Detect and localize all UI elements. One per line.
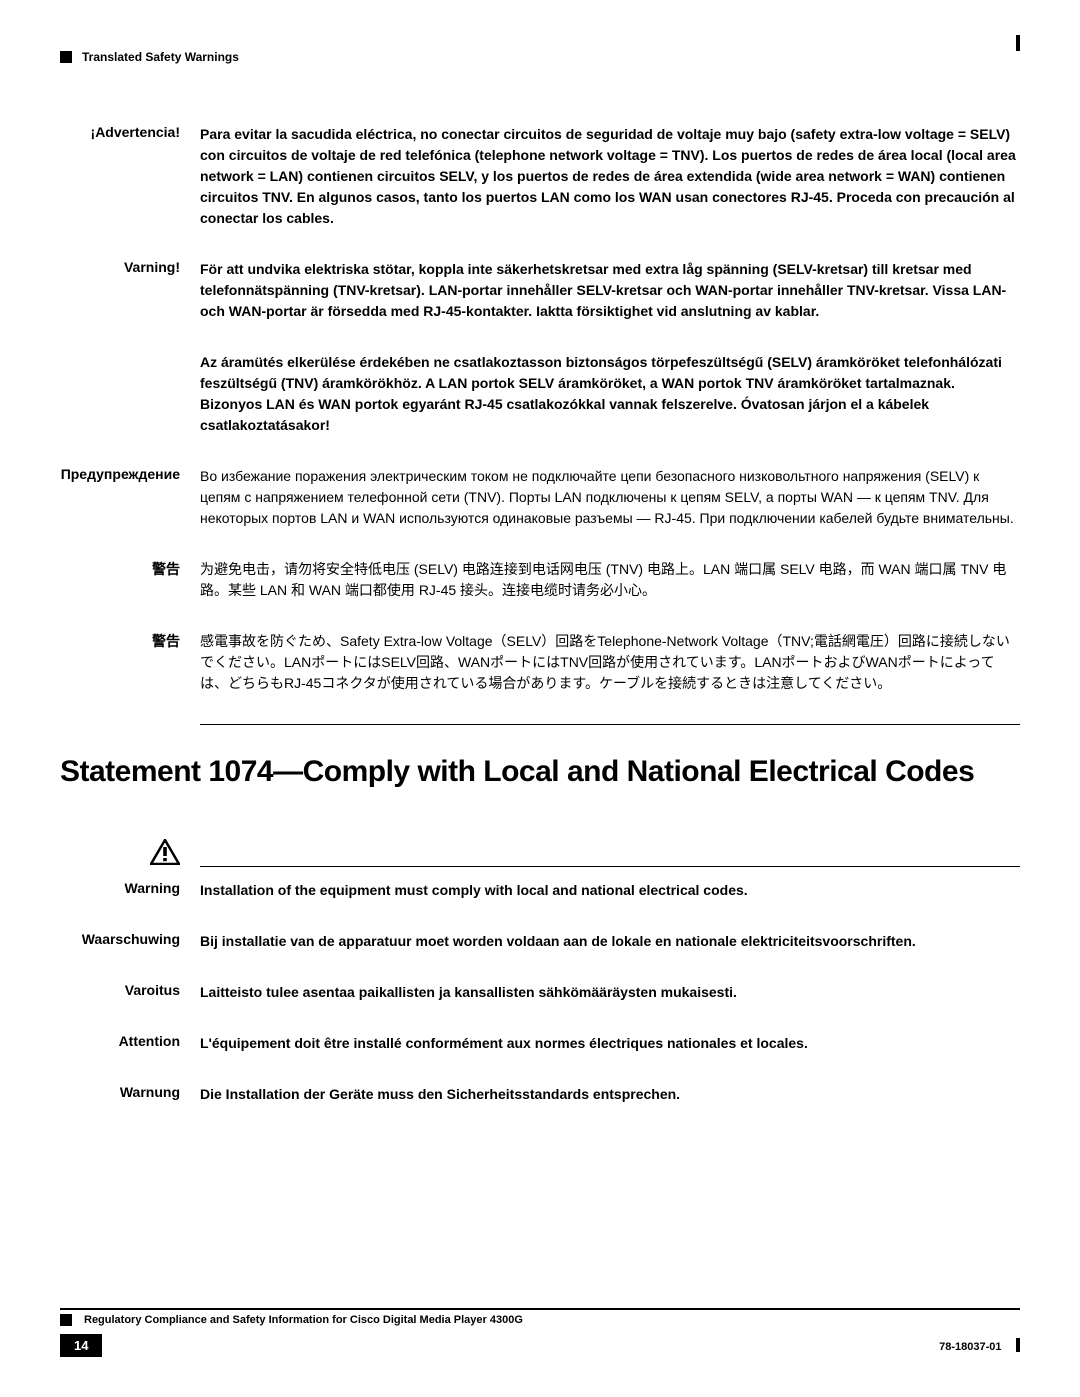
page-footer: Regulatory Compliance and Safety Informa… xyxy=(60,1308,1020,1357)
header-crop-marker xyxy=(1016,35,1020,51)
section-divider xyxy=(200,724,1020,725)
warning-row: 警告 为避免电击，请勿将安全特低电压 (SELV) 电路连接到电话网电压 (TN… xyxy=(60,559,1020,601)
footer-rule xyxy=(60,1308,1020,1310)
warning-row: ¡Advertencia! Para evitar la sacudida el… xyxy=(60,124,1020,229)
warning-row: Waarschuwing Bij installatie van de appa… xyxy=(60,931,1020,952)
warning-icon-row xyxy=(60,839,1020,870)
warnings-bottom-group: Warning Installation of the equipment mu… xyxy=(60,880,1020,1105)
warning-triangle-icon xyxy=(150,839,180,870)
warning-label: Предупреждение xyxy=(60,466,200,529)
warning-label: 警告 xyxy=(60,559,200,601)
warning-text: 感電事故を防ぐため、Safety Extra-low Voltage（SELV）… xyxy=(200,631,1020,694)
warning-text: Installation of the equipment must compl… xyxy=(200,880,1020,901)
doc-number-group: 78-18037-01 xyxy=(939,1337,1020,1355)
warning-label: Warnung xyxy=(60,1084,200,1105)
warning-row: Varoitus Laitteisto tulee asentaa paikal… xyxy=(60,982,1020,1003)
warning-label: 警告 xyxy=(60,631,200,694)
warning-text: Az áramütés elkerülése érdekében ne csat… xyxy=(200,352,1020,436)
warning-text: L'équipement doit être installé conformé… xyxy=(200,1033,1020,1054)
warning-label: Warning xyxy=(60,880,200,901)
warning-label: Varning! xyxy=(60,259,200,322)
section-title: Translated Safety Warnings xyxy=(82,50,239,64)
page-number-badge: 14 xyxy=(60,1334,102,1357)
warning-text: Die Installation der Geräte muss den Sic… xyxy=(200,1084,1020,1105)
warning-row: Attention L'équipement doit être install… xyxy=(60,1033,1020,1054)
statement-heading: Statement 1074—Comply with Local and Nat… xyxy=(60,755,1020,789)
warning-text: Bij installatie van de apparatuur moet w… xyxy=(200,931,1020,952)
footer-title-row: Regulatory Compliance and Safety Informa… xyxy=(60,1314,1020,1326)
warning-text: För att undvika elektriska stötar, koppl… xyxy=(200,259,1020,322)
warning-row: Предупреждение Во избежание поражения эл… xyxy=(60,466,1020,529)
warning-row: Varning! För att undvika elektriska stöt… xyxy=(60,259,1020,322)
warning-label xyxy=(60,352,200,436)
warning-text: Para evitar la sacudida eléctrica, no co… xyxy=(200,124,1020,229)
warnings-top-group: ¡Advertencia! Para evitar la sacudida el… xyxy=(60,124,1020,694)
warning-header-line xyxy=(200,839,1020,867)
warning-label: ¡Advertencia! xyxy=(60,124,200,229)
warning-label: Waarschuwing xyxy=(60,931,200,952)
header-bullet-icon xyxy=(60,51,72,63)
page-header: Translated Safety Warnings xyxy=(60,50,1020,64)
footer-bullet-icon xyxy=(60,1314,72,1326)
warning-text: 为避免电击，请勿将安全特低电压 (SELV) 电路连接到电话网电压 (TNV) … xyxy=(200,559,1020,601)
warning-label: Attention xyxy=(60,1033,200,1054)
footer-bottom-row: 14 78-18037-01 xyxy=(60,1334,1020,1357)
footer-doc-title: Regulatory Compliance and Safety Informa… xyxy=(84,1314,523,1326)
warning-row: Warning Installation of the equipment mu… xyxy=(60,880,1020,901)
warning-text: Laitteisto tulee asentaa paikallisten ja… xyxy=(200,982,1020,1003)
warning-text: Во избежание поражения электрическим ток… xyxy=(200,466,1020,529)
warning-icon-cell xyxy=(60,839,200,870)
doc-number: 78-18037-01 xyxy=(939,1341,1001,1353)
warning-row: Az áramütés elkerülése érdekében ne csat… xyxy=(60,352,1020,436)
footer-crop-marker xyxy=(1016,1338,1020,1352)
warning-row: Warnung Die Installation der Geräte muss… xyxy=(60,1084,1020,1105)
warning-label: Varoitus xyxy=(60,982,200,1003)
warning-row: 警告 感電事故を防ぐため、Safety Extra-low Voltage（SE… xyxy=(60,631,1020,694)
